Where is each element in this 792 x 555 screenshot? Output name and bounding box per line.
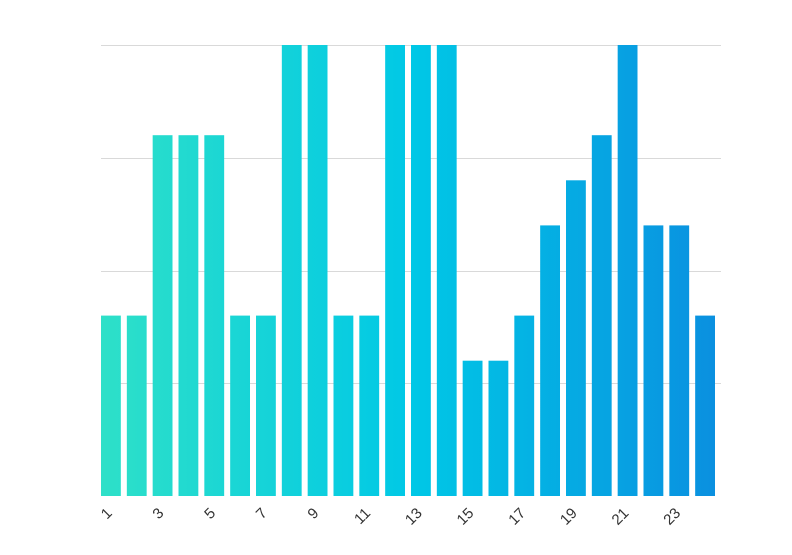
bar-20 — [591, 135, 612, 496]
bar-22 — [643, 225, 664, 496]
bar-17 — [514, 315, 535, 496]
x-tick-label-3: 3 — [149, 505, 167, 523]
bar-1 — [101, 315, 121, 496]
bar-13 — [411, 45, 431, 496]
bar-18 — [540, 225, 560, 496]
bar-4 — [178, 135, 199, 496]
x-tick-label-15: 15 — [454, 505, 478, 529]
bar-5 — [204, 135, 225, 496]
bar-11 — [359, 315, 380, 496]
x-tick-label-21: 21 — [609, 505, 633, 529]
x-tick-label-5: 5 — [201, 505, 219, 523]
bar-9 — [307, 45, 328, 496]
bar-7 — [256, 315, 276, 496]
x-tick-label-1: 1 — [98, 505, 116, 523]
bar-12 — [385, 45, 405, 496]
x-tick-label-19: 19 — [557, 505, 581, 529]
bar-16 — [488, 360, 509, 496]
bar-21 — [617, 45, 638, 496]
bar-3 — [152, 135, 173, 496]
bar-6 — [230, 315, 250, 496]
x-tick-label-9: 9 — [304, 505, 322, 523]
bar-24 — [695, 315, 715, 496]
bars — [101, 45, 715, 497]
bar-10 — [333, 315, 354, 496]
x-axis-tick-labels: 1 3 5 7 9 11 13 15 17 19 21 23 — [98, 505, 684, 529]
x-tick-label-7: 7 — [253, 505, 271, 523]
bar-14 — [436, 45, 457, 496]
x-tick-label-11: 11 — [351, 505, 374, 528]
x-tick-label-13: 13 — [402, 505, 426, 529]
bar-15 — [462, 360, 483, 496]
bar-2 — [126, 315, 147, 496]
bar-19 — [566, 180, 586, 497]
x-tick-label-17: 17 — [505, 505, 529, 529]
x-tick-label-23: 23 — [660, 505, 684, 529]
bar-8 — [281, 45, 302, 496]
bar-23 — [669, 225, 690, 496]
